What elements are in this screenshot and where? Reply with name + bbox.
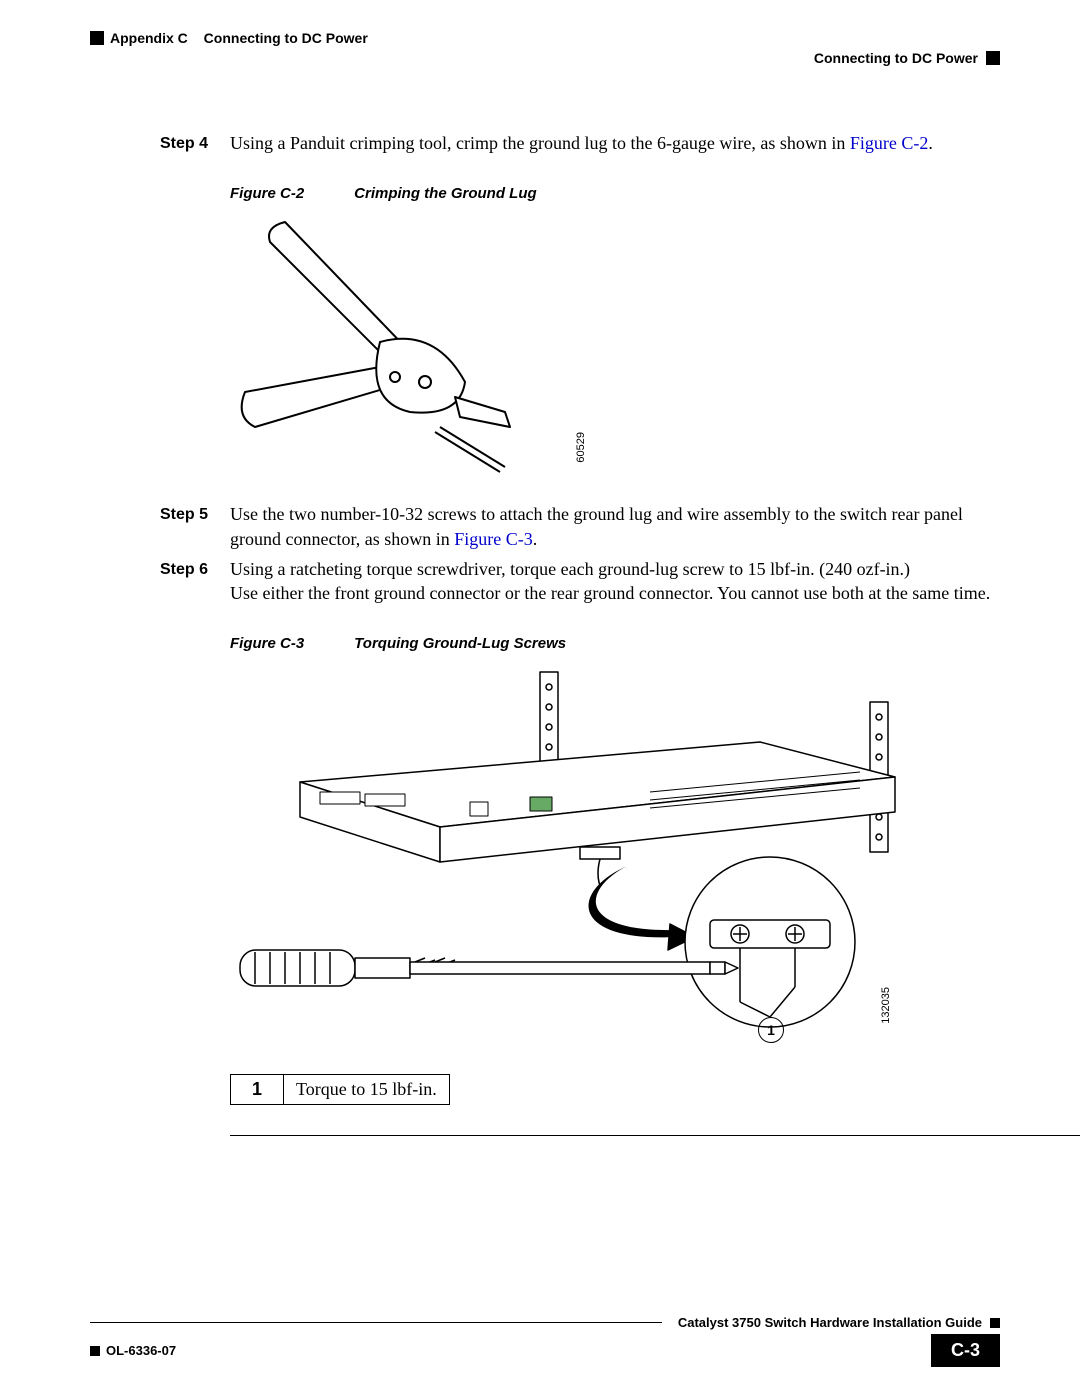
step-label: Step 5	[160, 502, 230, 551]
step-label: Step 4	[160, 131, 230, 155]
figure-link[interactable]: Figure C-2	[850, 133, 929, 153]
step-text: Using a ratcheting torque screwdriver, t…	[230, 557, 1000, 606]
figure-link[interactable]: Figure C-3	[454, 529, 533, 549]
document-page: Appendix C Connecting to DC Power Connec…	[0, 0, 1080, 1397]
footer-top: Catalyst 3750 Switch Hardware Installati…	[90, 1315, 1000, 1330]
figure-id: 132035	[880, 987, 892, 1024]
guide-title: Catalyst 3750 Switch Hardware Installati…	[678, 1315, 982, 1330]
section-rule	[230, 1135, 1080, 1136]
footer-marker-icon	[990, 1318, 1000, 1328]
figure-id: 60529	[575, 432, 587, 463]
legend-num: 1	[231, 1075, 284, 1105]
figure-c3-image: 1 132035	[230, 662, 930, 1062]
header-right: Connecting to DC Power	[814, 50, 1000, 66]
footer-bottom: OL-6336-07 C-3	[90, 1334, 1000, 1367]
step-text: Use the two number-10-32 screws to attac…	[230, 502, 1000, 551]
header-marker-icon	[986, 51, 1000, 65]
page-footer: Catalyst 3750 Switch Hardware Installati…	[90, 1315, 1000, 1367]
torque-diagram-icon	[230, 662, 930, 1052]
header-marker-icon	[90, 31, 104, 45]
step-label: Step 6	[160, 557, 230, 606]
table-row: 1 Torque to 15 lbf-in.	[231, 1075, 450, 1105]
legend-table: 1 Torque to 15 lbf-in.	[230, 1074, 450, 1105]
figure-c3-caption: Figure C-3 Torquing Ground-Lug Screws	[230, 635, 1000, 652]
step-text: Using a Panduit crimping tool, crimp the…	[230, 131, 1000, 155]
doc-id: OL-6336-07	[106, 1343, 176, 1358]
callout-1: 1	[758, 1017, 784, 1043]
footer-marker-icon	[90, 1346, 100, 1356]
crimping-tool-icon	[230, 212, 590, 482]
footer-left: OL-6336-07	[90, 1343, 176, 1358]
legend-text: Torque to 15 lbf-in.	[284, 1075, 450, 1105]
section-title: Connecting to DC Power	[814, 50, 978, 66]
step-6: Step 6 Using a ratcheting torque screwdr…	[160, 557, 1000, 606]
appendix-label: Appendix C	[110, 30, 188, 46]
footer-rule	[90, 1322, 662, 1323]
step-5: Step 5 Use the two number-10-32 screws t…	[160, 502, 1000, 551]
page-number: C-3	[931, 1334, 1000, 1367]
step-4: Step 4 Using a Panduit crimping tool, cr…	[160, 131, 1000, 155]
page-header: Appendix C Connecting to DC Power Connec…	[90, 30, 1000, 66]
figure-c2-image: 60529	[230, 212, 590, 492]
appendix-title: Connecting to DC Power	[204, 30, 368, 46]
header-left: Appendix C Connecting to DC Power	[90, 30, 368, 46]
figure-c2-caption: Figure C-2 Crimping the Ground Lug	[230, 185, 1000, 202]
